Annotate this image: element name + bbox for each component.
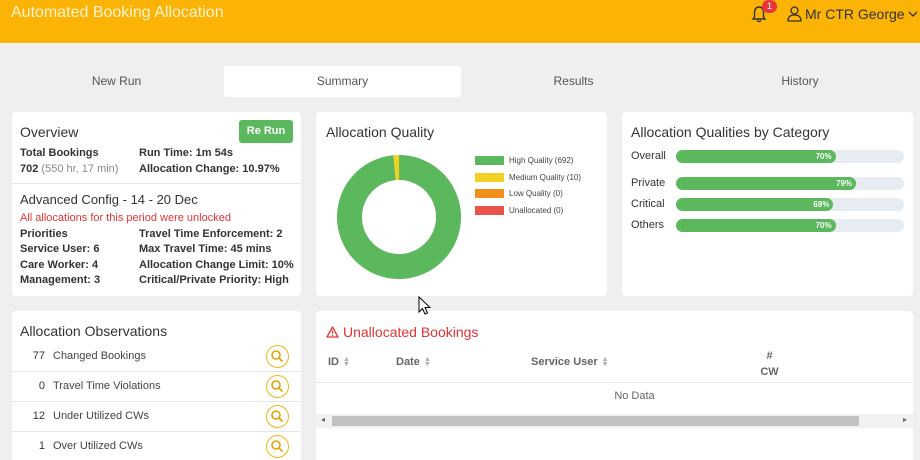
quality-donut-chart <box>337 155 461 279</box>
allocation-quality-card: Allocation Quality High Quality (692) Med… <box>316 112 607 296</box>
search-icon <box>271 410 283 422</box>
care-worker-priority: Care Worker: 4 <box>20 259 99 271</box>
category-label: Overall <box>631 150 666 162</box>
observation-count: 0 <box>38 380 45 392</box>
tab-results[interactable]: Results <box>553 74 594 88</box>
observation-row: 1 Over Utilized CWs <box>12 432 301 460</box>
scroll-right-icon[interactable]: ▸ <box>903 415 908 424</box>
legend-item[interactable]: Unallocated (0) <box>475 205 563 216</box>
critical-private-priority: Critical/Private Priority: High <box>139 274 289 286</box>
category-bar-track: 70% <box>676 150 904 163</box>
warning-icon <box>326 326 339 338</box>
sort-icon: ▲ ▼ <box>601 356 609 368</box>
run-time: Run Time: 1m 54s <box>139 147 233 159</box>
search-icon <box>271 350 283 362</box>
overview-title: Overview <box>20 124 79 140</box>
observation-count: 77 <box>32 350 45 362</box>
category-bar-fill: 79% <box>676 177 857 190</box>
management-priority: Management: 3 <box>20 274 101 286</box>
observation-search-button[interactable] <box>266 435 289 458</box>
unallocated-title: Unallocated Bookings <box>326 324 478 340</box>
category-bar-fill: 70% <box>676 150 836 163</box>
observation-row: 0 Travel Time Violations <box>12 372 301 402</box>
category-bar-track: 70% <box>676 219 904 232</box>
observation-label: Over Utilized CWs <box>53 440 143 452</box>
tab-history[interactable]: History <box>781 74 819 88</box>
scroll-left-icon[interactable]: ◂ <box>321 415 326 424</box>
observations-title: Allocation Observations <box>20 323 168 339</box>
observation-count: 12 <box>32 410 45 422</box>
notification-badge[interactable]: 1 <box>762 0 777 13</box>
legend-swatch <box>475 205 504 215</box>
observation-label: Under Utilized CWs <box>53 410 149 422</box>
unlocked-warning: All allocations for this period were unl… <box>20 212 231 224</box>
legend-item[interactable]: Medium Quality (10) <box>475 172 581 183</box>
legend-item[interactable]: High Quality (692) <box>475 155 573 166</box>
table-header-divider <box>316 382 913 383</box>
advanced-config-title: Advanced Config - 14 - 20 Dec <box>20 192 198 207</box>
user-name: Mr CTR George <box>805 6 905 22</box>
observation-search-button[interactable] <box>266 345 289 368</box>
search-icon <box>271 440 283 452</box>
donut-slice[interactable] <box>337 155 461 279</box>
observation-label: Changed Bookings <box>53 350 146 362</box>
divider <box>12 183 301 184</box>
observation-search-button[interactable] <box>266 405 289 428</box>
category-label: Others <box>631 219 665 231</box>
category-bar-track: 69% <box>676 198 904 211</box>
categories-card: Allocation Qualities by Category Overall… <box>622 112 913 296</box>
category-label: Private <box>631 177 666 189</box>
tab-new-run[interactable]: New Run <box>91 74 142 88</box>
travel-time-enforcement: Travel Time Enforcement: 2 <box>139 228 283 240</box>
horizontal-scrollbar[interactable]: ◂ ▸ <box>316 414 913 428</box>
allocation-change-limit: Allocation Change Limit: 10% <box>139 259 294 271</box>
max-travel-time: Max Travel Time: 45 mins <box>139 243 272 255</box>
unallocated-card: Unallocated Bookings ID ▲ ▼ Date ▲ ▼ Service… <box>316 311 913 460</box>
rerun-button[interactable]: Re Run <box>239 120 293 143</box>
mouse-cursor-icon <box>418 296 432 315</box>
user-icon <box>787 6 802 22</box>
overview-card: Overview Re Run Total Bookings 702 (550 … <box>12 112 301 296</box>
category-label: Critical <box>631 198 665 210</box>
donut-slice[interactable] <box>393 155 399 181</box>
total-bookings-value: 702 (550 hr, 17 min) <box>20 163 119 175</box>
legend-label: Unallocated (0) <box>509 205 564 215</box>
category-bar-fill: 70% <box>676 219 836 232</box>
top-bar: Automated Booking Allocation 1 Mr CTR Ge… <box>0 0 920 43</box>
column-id[interactable]: ID ▲ ▼ <box>328 356 350 368</box>
legend-label: Low Quality (0) <box>509 189 563 198</box>
categories-title: Allocation Qualities by Category <box>631 124 830 140</box>
search-icon <box>271 380 283 392</box>
scrollbar-thumb[interactable] <box>332 416 859 426</box>
legend-label: High Quality (692) <box>509 156 574 165</box>
observation-search-button[interactable] <box>266 375 289 398</box>
service-user-priority: Service User: 6 <box>20 243 100 255</box>
sort-icon: ▲ ▼ <box>343 356 350 368</box>
sort-icon: ▲ ▼ <box>423 356 431 368</box>
legend-swatch <box>475 172 504 182</box>
no-data-text: No Data <box>614 390 655 402</box>
total-bookings-label: Total Bookings <box>20 147 99 159</box>
allocation-quality-title: Allocation Quality <box>326 124 435 140</box>
observation-count: 1 <box>38 440 45 452</box>
legend-label: Medium Quality (10) <box>509 172 582 182</box>
category-bar-track: 79% <box>676 177 904 190</box>
column-date[interactable]: Date ▲ ▼ <box>396 356 431 368</box>
column-cw[interactable]: # CW <box>760 350 779 378</box>
observations-card: Allocation Observations 77 Changed Bookin… <box>12 311 301 460</box>
observation-label: Travel Time Violations <box>53 380 161 392</box>
tab-summary[interactable]: Summary <box>224 66 461 97</box>
legend-swatch <box>475 189 504 198</box>
observation-row: 77 Changed Bookings <box>12 342 301 372</box>
category-bar-fill: 69% <box>676 198 834 211</box>
column-service-user[interactable]: Service User ▲ ▼ <box>531 356 609 368</box>
allocation-change: Allocation Change: 10.97% <box>139 163 280 175</box>
observation-row: 12 Under Utilized CWs <box>12 402 301 432</box>
legend-item[interactable]: Low Quality (0) <box>475 188 563 199</box>
legend-swatch <box>475 156 504 165</box>
app-title: Automated Booking Allocation <box>11 4 224 21</box>
user-menu[interactable]: Mr CTR George <box>787 5 918 23</box>
chevron-down-icon <box>908 11 918 17</box>
priorities-label: Priorities <box>20 228 68 240</box>
